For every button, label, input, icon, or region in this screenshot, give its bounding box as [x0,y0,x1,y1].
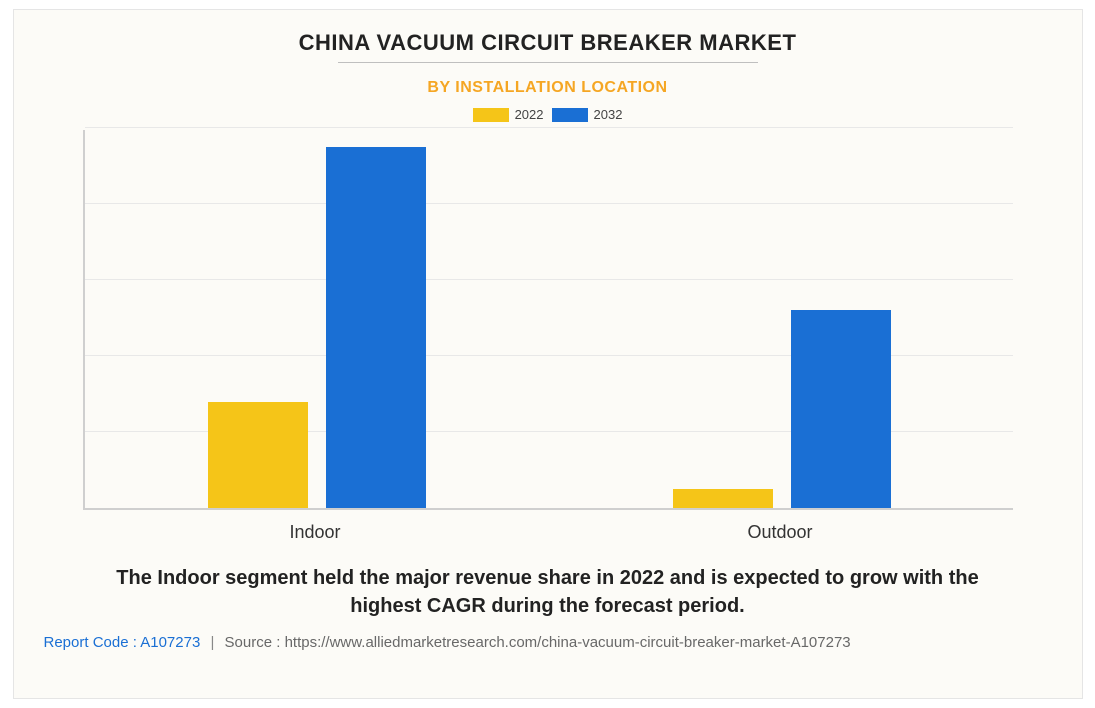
footer-separator: | [210,634,214,651]
legend-label-2022: 2022 [515,107,544,122]
report-code-label: Report Code : [44,634,141,651]
chart-card: CHINA VACUUM CIRCUIT BREAKER MARKET BY I… [13,9,1083,699]
legend-label-2032: 2032 [594,107,623,122]
bar-group-indoor [208,147,426,508]
report-code-value: A107273 [140,634,200,651]
legend: 2022 2032 [44,107,1052,122]
chart-plot-area [83,130,1013,510]
chart-footer: Report Code : A107273 | Source : https:/… [44,634,1052,651]
x-label-indoor: Indoor [289,522,340,543]
bar-group-outdoor [673,310,891,508]
legend-item-2022: 2022 [473,107,544,122]
source-label: Source : [225,634,285,651]
legend-swatch-2022 [473,108,509,122]
chart-title: CHINA VACUUM CIRCUIT BREAKER MARKET [44,30,1052,56]
x-label-outdoor: Outdoor [747,522,812,543]
legend-swatch-2032 [552,108,588,122]
title-underline [338,62,758,63]
grid-line [85,127,1013,128]
bar-outdoor-2022 [673,489,773,508]
bar-outdoor-2032 [791,310,891,508]
legend-item-2032: 2032 [552,107,623,122]
source-value: https://www.alliedmarketresearch.com/chi… [285,634,851,651]
chart-subtitle: BY INSTALLATION LOCATION [44,79,1052,97]
chart-caption: The Indoor segment held the major revenu… [44,564,1052,620]
bar-indoor-2032 [326,147,426,508]
bar-indoor-2022 [208,402,308,508]
x-axis-labels: Indoor Outdoor [83,522,1013,546]
